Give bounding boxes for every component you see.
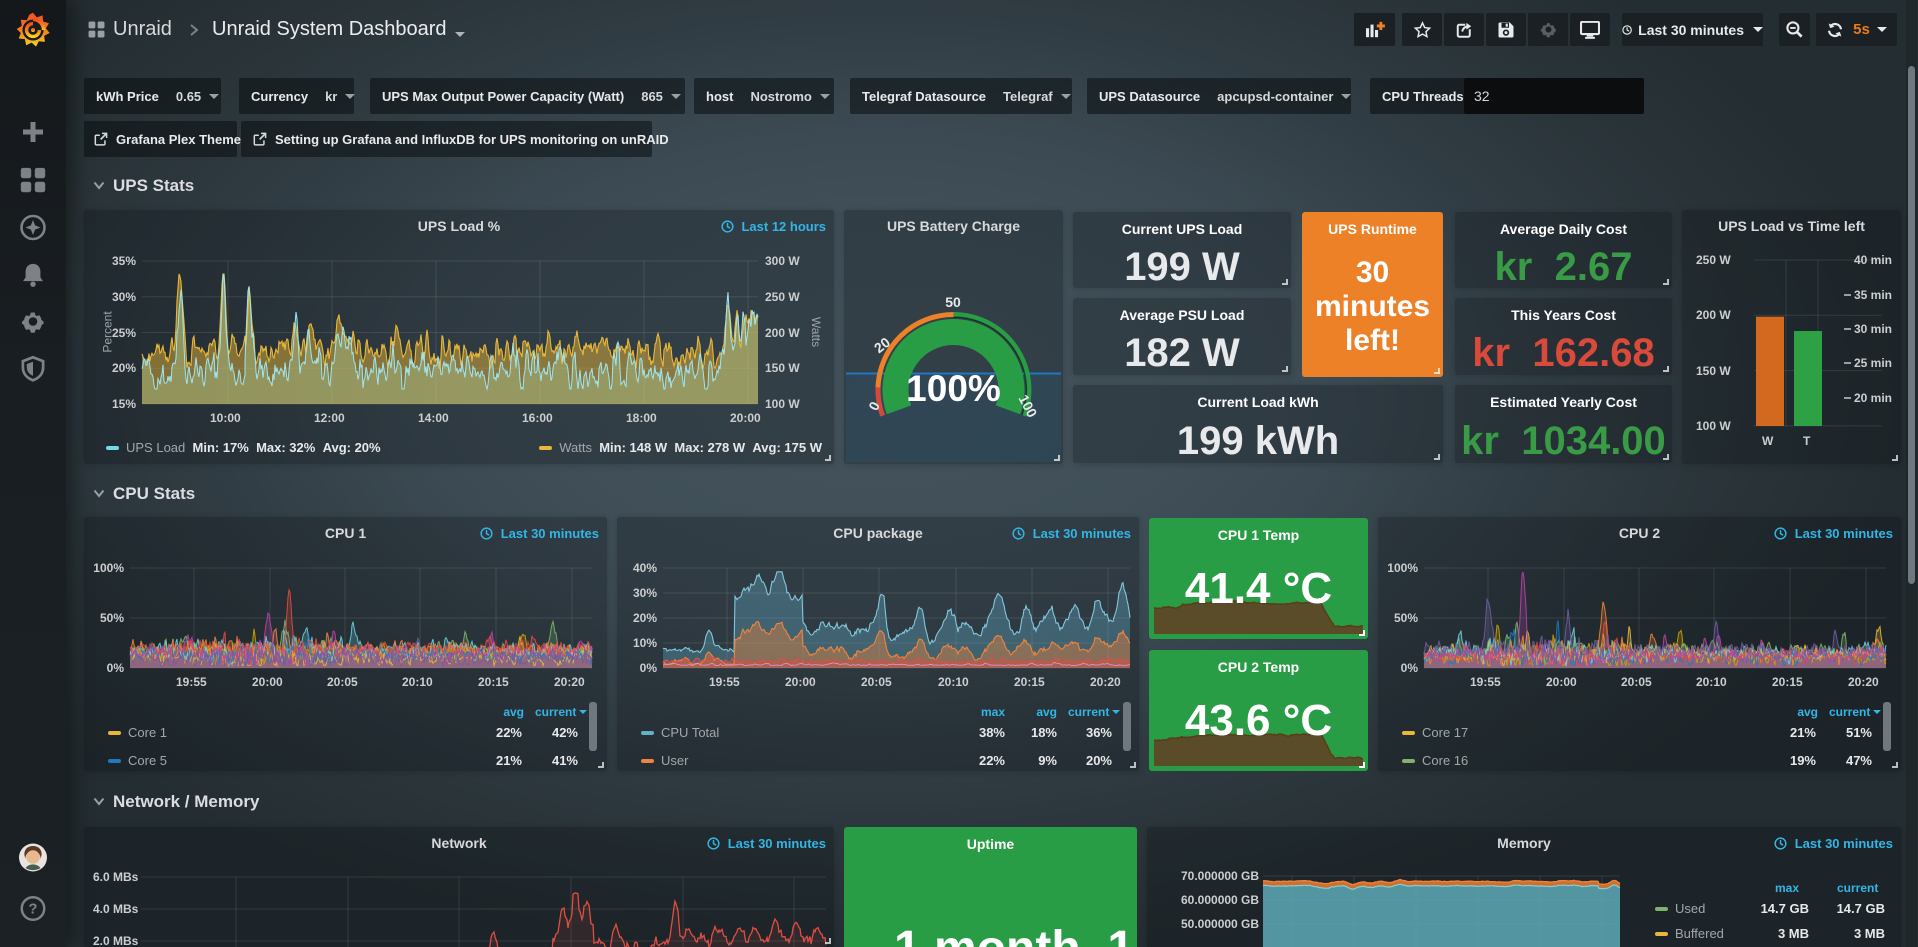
svg-text:?: ? bbox=[29, 902, 38, 918]
